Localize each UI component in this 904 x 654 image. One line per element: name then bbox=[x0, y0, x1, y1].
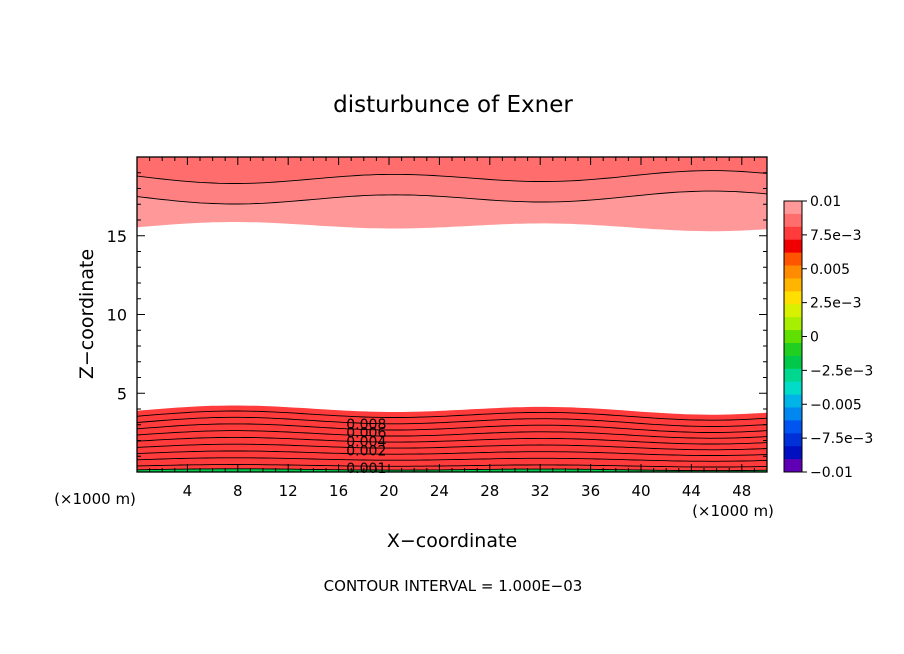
colorbar-swatch bbox=[784, 239, 802, 254]
x-tick-label: 4 bbox=[183, 482, 193, 500]
y-tick-label: 10 bbox=[107, 306, 127, 325]
x-axis: 4 8 12 16 20 24 28 32 36 40 44 48 bbox=[136, 157, 768, 500]
x-tick-label: 12 bbox=[279, 482, 298, 500]
contour-line bbox=[136, 457, 768, 462]
chart-title: disturbunce of Exner bbox=[333, 92, 573, 118]
y-axis: 5 10 15 bbox=[107, 156, 767, 473]
contour-fill-band bbox=[137, 157, 767, 184]
contour-line bbox=[136, 410, 768, 421]
colorbar-swatch bbox=[784, 407, 802, 421]
colorbar-swatch bbox=[784, 265, 802, 279]
contour-line bbox=[136, 416, 768, 427]
x-tick-label: 48 bbox=[732, 482, 751, 500]
x-tick-label: 44 bbox=[682, 482, 701, 500]
x-tick-label: 16 bbox=[329, 482, 348, 500]
x-axis-label: X−coordinate bbox=[387, 530, 517, 552]
colorbar-label: 0 bbox=[810, 330, 819, 346]
colorbar-label: −0.005 bbox=[810, 397, 862, 413]
contour-line bbox=[136, 464, 768, 468]
colorbar-swatch bbox=[784, 252, 802, 266]
contour-label: 0.002 bbox=[346, 444, 386, 460]
contour-label: 0.008 bbox=[346, 417, 386, 433]
colorbar-swatch bbox=[784, 381, 802, 395]
contour-line bbox=[136, 423, 768, 433]
contour-label: 0.001 bbox=[346, 461, 386, 477]
colorbar-swatch bbox=[784, 342, 802, 357]
colorbar-swatch bbox=[784, 368, 802, 383]
contour-interval-note: CONTOUR INTERVAL = 1.000E−03 bbox=[324, 577, 583, 595]
x-tick-label: 28 bbox=[480, 482, 499, 500]
colorbar-swatch bbox=[784, 420, 802, 434]
y-tick-label: 5 bbox=[117, 384, 127, 403]
colorbar-label: −0.01 bbox=[810, 465, 853, 481]
colorbar-swatch bbox=[784, 330, 802, 344]
contour-line bbox=[136, 443, 768, 451]
x-tick-label: 20 bbox=[379, 482, 398, 500]
x-unit-left: (×1000 m) bbox=[54, 490, 136, 508]
contour-line bbox=[136, 436, 768, 445]
colorbar-swatch bbox=[784, 446, 802, 460]
colorbar-label: 2.5e−3 bbox=[810, 296, 862, 312]
colorbar-swatch bbox=[784, 213, 802, 228]
colorbar-swatch bbox=[784, 459, 802, 473]
colorbar-label: 0.005 bbox=[810, 262, 850, 278]
colorbar-swatch bbox=[784, 226, 802, 241]
colorbar-swatch bbox=[784, 394, 802, 408]
x-tick-label: 36 bbox=[581, 482, 600, 500]
colorbar-swatch bbox=[784, 278, 802, 292]
x-tick-label: 32 bbox=[531, 482, 550, 500]
colorbar-swatch bbox=[784, 291, 802, 305]
x-tick-label: 40 bbox=[631, 482, 650, 500]
colorbar-swatch bbox=[784, 355, 802, 370]
x-unit-right: (×1000 m) bbox=[692, 502, 774, 520]
x-tick-label: 8 bbox=[233, 482, 243, 500]
y-tick-label: 15 bbox=[107, 227, 127, 246]
y-axis-label: Z−coordinate bbox=[76, 249, 98, 379]
x-tick-label: 24 bbox=[430, 482, 449, 500]
contour-line bbox=[136, 190, 768, 205]
colorbar-label: −2.5e−3 bbox=[810, 363, 873, 379]
colorbar-swatch bbox=[784, 304, 802, 318]
colorbar: 0.01 7.5e−3 0.005 2.5e−3 0 −2.5e−3 −0.005 −7.5e… bbox=[783, 194, 873, 481]
contour-line bbox=[136, 170, 768, 184]
colorbar-label: 7.5e−3 bbox=[810, 228, 862, 244]
contour-label: 0.006 bbox=[346, 426, 386, 442]
contour-line bbox=[136, 450, 768, 456]
colorbar-swatch bbox=[784, 433, 802, 447]
contour-line bbox=[136, 430, 768, 439]
colorbar-label: −7.5e−3 bbox=[810, 431, 873, 447]
contour-fill-band bbox=[137, 405, 767, 472]
colorbar-label: 0.01 bbox=[810, 194, 841, 210]
contour-label: 0.004 bbox=[346, 434, 386, 450]
colorbar-swatch bbox=[784, 201, 802, 215]
colorbar-swatch bbox=[784, 317, 802, 331]
